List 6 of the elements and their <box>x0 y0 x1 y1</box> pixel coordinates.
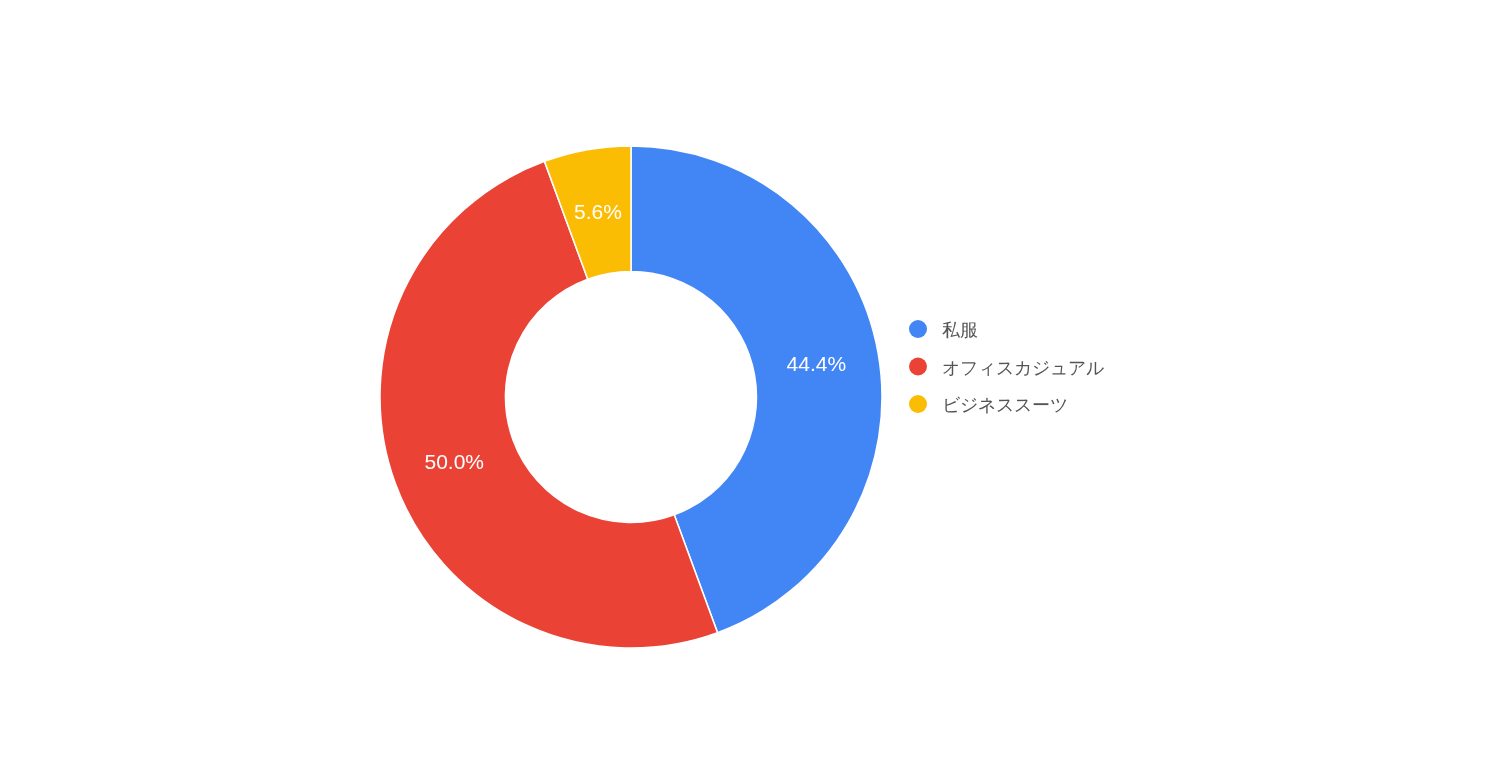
legend-label: 私服 <box>942 319 978 340</box>
data-label: 50.0% <box>424 449 485 473</box>
data-label: 44.4% <box>786 352 847 376</box>
legend-label: オフィスカジュアル <box>942 356 1104 378</box>
data-label: 5.6% <box>574 199 622 223</box>
legend-label: ビジネススーツ <box>942 394 1068 415</box>
